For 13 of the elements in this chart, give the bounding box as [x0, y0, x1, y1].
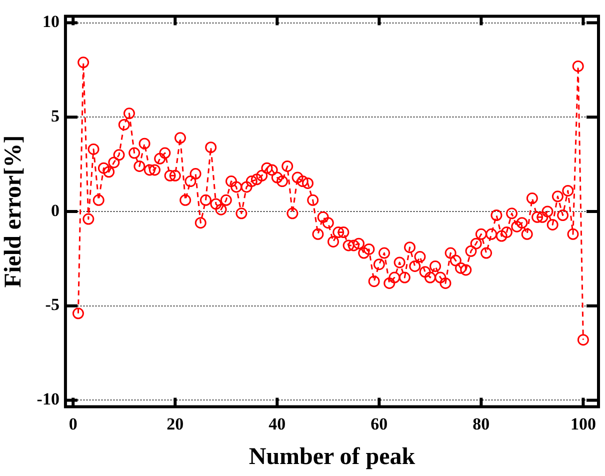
x-tick-label: 20: [166, 414, 184, 434]
x-tick-label: 40: [268, 414, 286, 434]
x-tick-label: 100: [570, 414, 596, 434]
y-axis-title: Field error[%]: [0, 135, 27, 288]
y-tick-label: 5: [50, 106, 60, 126]
x-axis-title: Number of peak: [248, 444, 416, 470]
x-tick-label: 80: [472, 414, 490, 434]
y-tick-label: 10: [42, 12, 60, 32]
y-tick-label: -5: [45, 295, 60, 314]
y-tick-label: 0: [50, 200, 60, 220]
y-tick-label: -10: [36, 390, 60, 409]
x-tick-label: 60: [370, 414, 388, 434]
x-tick-label: 0: [68, 414, 78, 434]
